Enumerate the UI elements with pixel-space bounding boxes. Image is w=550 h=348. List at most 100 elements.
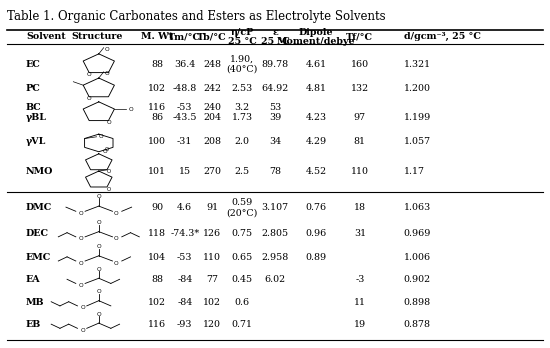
Text: 160: 160 xyxy=(351,60,369,69)
Text: 25 °C: 25 °C xyxy=(228,37,256,46)
Text: BC: BC xyxy=(26,103,42,112)
Text: O: O xyxy=(103,149,108,154)
Text: O: O xyxy=(87,72,91,77)
Text: 34: 34 xyxy=(269,137,281,147)
Text: 19: 19 xyxy=(354,321,366,329)
Text: Solvent: Solvent xyxy=(26,32,66,41)
Text: 4.23: 4.23 xyxy=(305,112,327,121)
Text: 0.969: 0.969 xyxy=(404,229,431,238)
Text: -84: -84 xyxy=(177,298,192,307)
Text: O: O xyxy=(104,71,109,76)
Text: 0.6: 0.6 xyxy=(235,298,250,307)
Text: 270: 270 xyxy=(203,167,221,176)
Text: 2.53: 2.53 xyxy=(232,84,253,93)
Text: 1.200: 1.200 xyxy=(404,84,431,93)
Text: 1.90,
(40°C): 1.90, (40°C) xyxy=(227,55,258,73)
Text: η/cP: η/cP xyxy=(230,28,254,37)
Text: 0.89: 0.89 xyxy=(305,253,327,262)
Text: O: O xyxy=(114,211,119,216)
Text: -53: -53 xyxy=(177,253,192,262)
Text: 204: 204 xyxy=(203,112,221,121)
Text: Table 1. Organic Carbonates and Esters as Electrolyte Solvents: Table 1. Organic Carbonates and Esters a… xyxy=(7,10,386,23)
Text: 25 °C: 25 °C xyxy=(261,37,289,46)
Text: O: O xyxy=(106,120,111,125)
Text: EB: EB xyxy=(26,321,41,329)
Text: 132: 132 xyxy=(351,84,369,93)
Text: 6.02: 6.02 xyxy=(265,276,285,284)
Text: 3.2: 3.2 xyxy=(235,103,250,112)
Text: O: O xyxy=(79,236,84,242)
Text: O: O xyxy=(114,261,119,266)
Text: 102: 102 xyxy=(148,84,166,93)
Text: Dipole: Dipole xyxy=(299,28,333,37)
Text: DEC: DEC xyxy=(26,229,49,238)
Text: Tb/°C: Tb/°C xyxy=(197,32,227,41)
Text: -48.8: -48.8 xyxy=(173,84,197,93)
Text: O: O xyxy=(104,147,108,152)
Text: MB: MB xyxy=(26,298,45,307)
Text: 2.805: 2.805 xyxy=(261,229,289,238)
Text: 126: 126 xyxy=(203,229,221,238)
Text: 31: 31 xyxy=(354,229,366,238)
Text: 1.057: 1.057 xyxy=(404,137,431,147)
Text: 102: 102 xyxy=(203,298,221,307)
Text: O: O xyxy=(104,47,109,52)
Text: 77: 77 xyxy=(206,276,218,284)
Text: 3.107: 3.107 xyxy=(261,203,289,212)
Text: NMO: NMO xyxy=(26,167,53,176)
Text: O: O xyxy=(107,169,111,174)
Text: 81: 81 xyxy=(354,137,366,147)
Text: 11: 11 xyxy=(354,298,366,307)
Text: 4.6: 4.6 xyxy=(177,203,192,212)
Text: O: O xyxy=(79,283,84,288)
Text: EMC: EMC xyxy=(26,253,51,262)
Text: DMC: DMC xyxy=(26,203,52,212)
Text: 0.96: 0.96 xyxy=(305,229,327,238)
Text: 2.0: 2.0 xyxy=(235,137,250,147)
Text: 0.75: 0.75 xyxy=(232,229,253,238)
Text: 116: 116 xyxy=(148,103,167,112)
Text: 0.59
(20°C): 0.59 (20°C) xyxy=(227,198,258,217)
Text: O: O xyxy=(79,211,84,216)
Text: PC: PC xyxy=(26,84,41,93)
Text: O: O xyxy=(96,244,101,249)
Text: 36.4: 36.4 xyxy=(174,60,195,69)
Text: 116: 116 xyxy=(148,321,167,329)
Text: 1.006: 1.006 xyxy=(404,253,431,262)
Text: O: O xyxy=(114,236,119,242)
Text: O: O xyxy=(96,267,101,272)
Text: -3: -3 xyxy=(355,276,365,284)
Text: O: O xyxy=(81,328,85,333)
Text: 2.5: 2.5 xyxy=(235,167,250,176)
Text: ε: ε xyxy=(272,28,278,37)
Text: 208: 208 xyxy=(203,137,221,147)
Text: Moment/debye: Moment/debye xyxy=(277,37,355,46)
Text: 0.76: 0.76 xyxy=(305,203,327,212)
Text: 1.063: 1.063 xyxy=(404,203,431,212)
Text: 88: 88 xyxy=(151,276,163,284)
Text: 0.878: 0.878 xyxy=(404,321,431,329)
Text: 100: 100 xyxy=(148,137,166,147)
Text: 4.29: 4.29 xyxy=(305,137,327,147)
Text: O: O xyxy=(96,289,101,294)
Text: O: O xyxy=(107,187,111,192)
Text: EA: EA xyxy=(26,276,41,284)
Text: 242: 242 xyxy=(203,84,221,93)
Text: 15: 15 xyxy=(179,167,191,176)
Text: 0.898: 0.898 xyxy=(404,298,431,307)
Text: 0.71: 0.71 xyxy=(232,321,252,329)
Text: -31: -31 xyxy=(177,137,192,147)
Text: EC: EC xyxy=(26,60,41,69)
Text: 1.73: 1.73 xyxy=(232,112,253,121)
Text: 248: 248 xyxy=(203,60,221,69)
Text: O: O xyxy=(96,220,101,225)
Text: 86: 86 xyxy=(151,112,163,121)
Text: 240: 240 xyxy=(203,103,221,112)
Text: 78: 78 xyxy=(269,167,281,176)
Text: -53: -53 xyxy=(177,103,192,112)
Text: 118: 118 xyxy=(148,229,166,238)
Text: 0.65: 0.65 xyxy=(232,253,253,262)
Text: d/gcm⁻³, 25 °C: d/gcm⁻³, 25 °C xyxy=(404,32,481,41)
Text: Structure: Structure xyxy=(72,32,123,41)
Text: O: O xyxy=(96,312,101,317)
